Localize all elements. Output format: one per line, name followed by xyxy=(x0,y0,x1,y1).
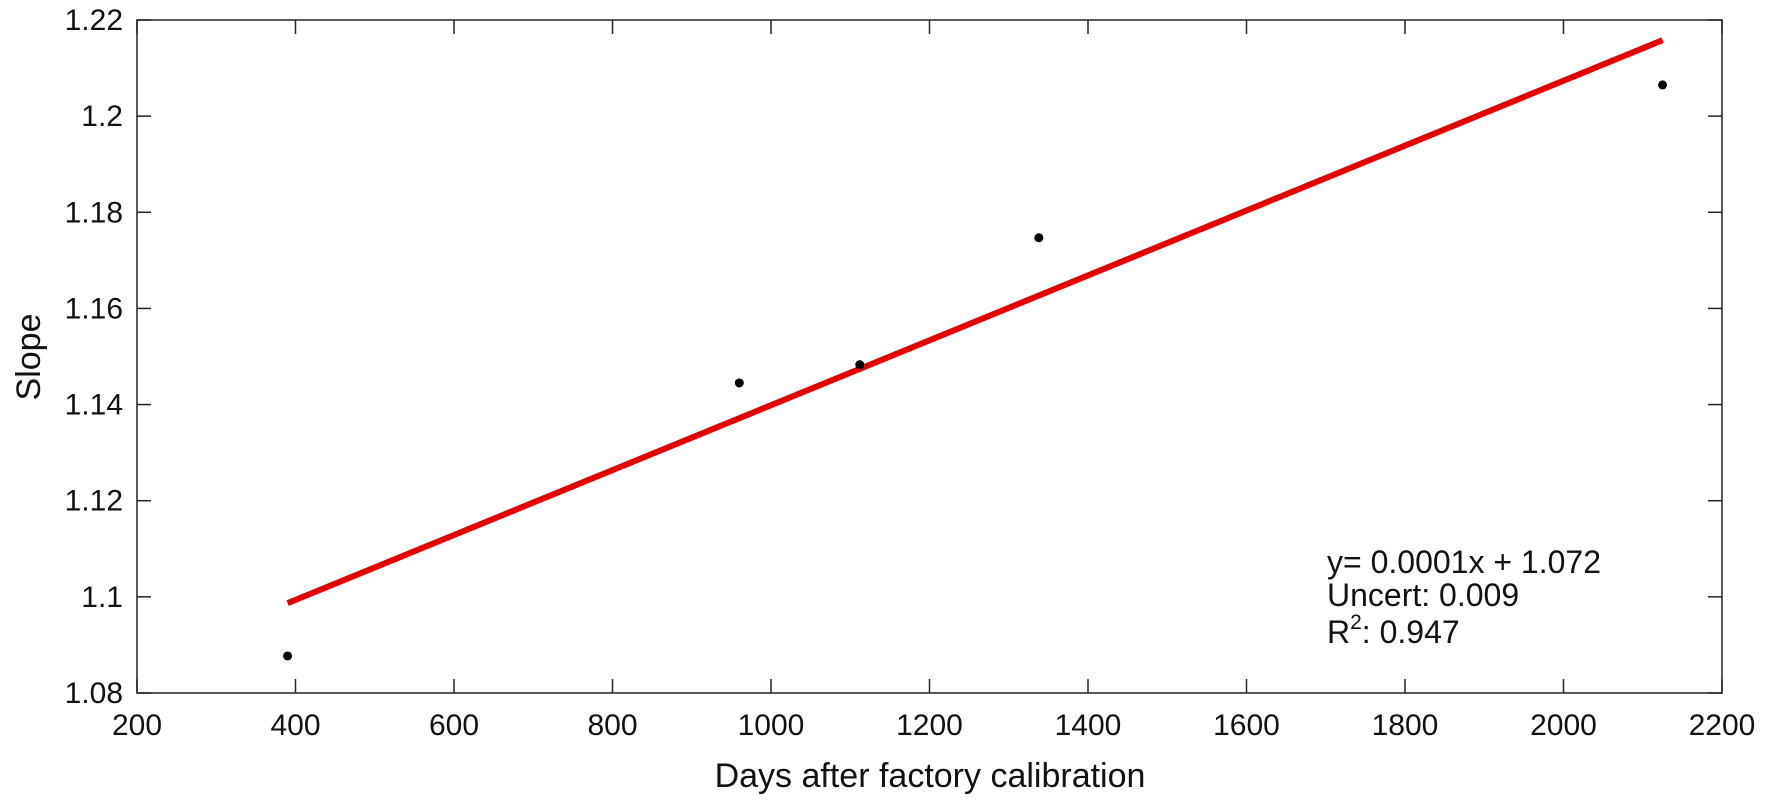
fit-line-group xyxy=(286,37,1664,606)
data-point xyxy=(283,651,293,661)
fit-annotation: y= 0.0001x + 1.072 Uncert: 0.009 R2: 0.9… xyxy=(1327,544,1601,650)
data-points xyxy=(283,80,1668,661)
data-point xyxy=(855,360,865,370)
y-tick-label: 1.08 xyxy=(65,677,123,710)
x-tick-label: 600 xyxy=(429,709,479,742)
y-tick-label: 1.22 xyxy=(65,4,123,37)
y-tick-label: 1.14 xyxy=(65,389,123,422)
y-tick-label: 1.12 xyxy=(65,485,123,518)
r2-prefix: R xyxy=(1327,614,1350,650)
fit-equation: y= 0.0001x + 1.072 xyxy=(1327,544,1601,580)
fit-line xyxy=(286,37,1664,606)
x-tick-label: 800 xyxy=(587,709,637,742)
fit-r-squared: R2: 0.947 xyxy=(1327,611,1460,650)
y-tick-label: 1.16 xyxy=(65,292,123,325)
x-tick-label: 2200 xyxy=(1689,709,1756,742)
y-tick-label: 1.1 xyxy=(81,581,123,614)
y-tick-label: 1.18 xyxy=(65,196,123,229)
data-point xyxy=(734,378,744,388)
r2-value: : 0.947 xyxy=(1362,614,1460,650)
r2-superscript: 2 xyxy=(1350,611,1362,634)
x-tick-label: 2000 xyxy=(1530,709,1597,742)
data-point xyxy=(1658,80,1668,90)
x-tick-label: 1800 xyxy=(1372,709,1439,742)
y-axis: 1.08 1.1 1.12 1.14 1.16 1.18 1.2 1.22 xyxy=(65,4,1722,710)
x-tick-label: 400 xyxy=(270,709,320,742)
x-tick-label: 1600 xyxy=(1213,709,1280,742)
y-axis-label: Slope xyxy=(10,314,48,401)
x-axis-label: Days after factory calibration xyxy=(715,757,1146,795)
y-tick-label: 1.2 xyxy=(81,100,123,133)
x-tick-label: 1200 xyxy=(896,709,963,742)
plot-area xyxy=(136,19,1723,694)
x-tick-label: 1000 xyxy=(738,709,805,742)
x-tick-label: 200 xyxy=(112,709,162,742)
x-tick-label: 1400 xyxy=(1055,709,1122,742)
fit-uncertainty: Uncert: 0.009 xyxy=(1327,577,1519,613)
data-point xyxy=(1034,233,1044,243)
x-axis: 200 400 600 800 1000 1200 1400 1600 1800 2000 2200 xyxy=(112,20,1755,742)
